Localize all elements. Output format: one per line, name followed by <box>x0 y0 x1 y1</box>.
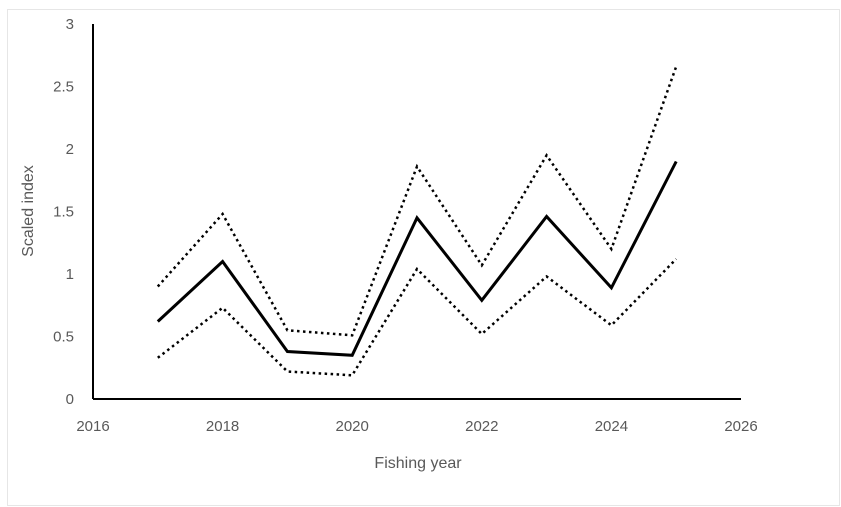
y-tick-label: 2 <box>66 141 74 158</box>
series-line-index <box>156 160 678 357</box>
tick-labels: 2016 2018 2020 2022 2024 2026 0 0.5 1 1.5 2 2.5 3 <box>53 16 758 435</box>
x-tick-label: 2026 <box>724 418 757 435</box>
series-layer <box>156 66 678 377</box>
y-tick-label: 2.5 <box>53 79 74 96</box>
y-tick-label: 1.5 <box>53 204 74 221</box>
y-tick-label: 1 <box>66 266 74 283</box>
y-tick-label: 0.5 <box>53 329 74 346</box>
y-tick-label: 0 <box>66 391 74 408</box>
y-axis-title: Scaled index <box>20 165 37 257</box>
axes <box>92 24 741 400</box>
x-tick-label: 2020 <box>336 418 369 435</box>
x-tick-label: 2018 <box>206 418 239 435</box>
series-line-lower-bound <box>157 258 678 377</box>
x-axis-title: Fishing year <box>374 455 462 472</box>
series-line-upper-bound <box>156 66 678 337</box>
y-tick-label: 3 <box>66 16 74 33</box>
x-tick-label: 2022 <box>465 418 498 435</box>
x-tick-label: 2024 <box>595 418 628 435</box>
chart-frame <box>7 9 840 506</box>
x-tick-label: 2016 <box>76 418 109 435</box>
